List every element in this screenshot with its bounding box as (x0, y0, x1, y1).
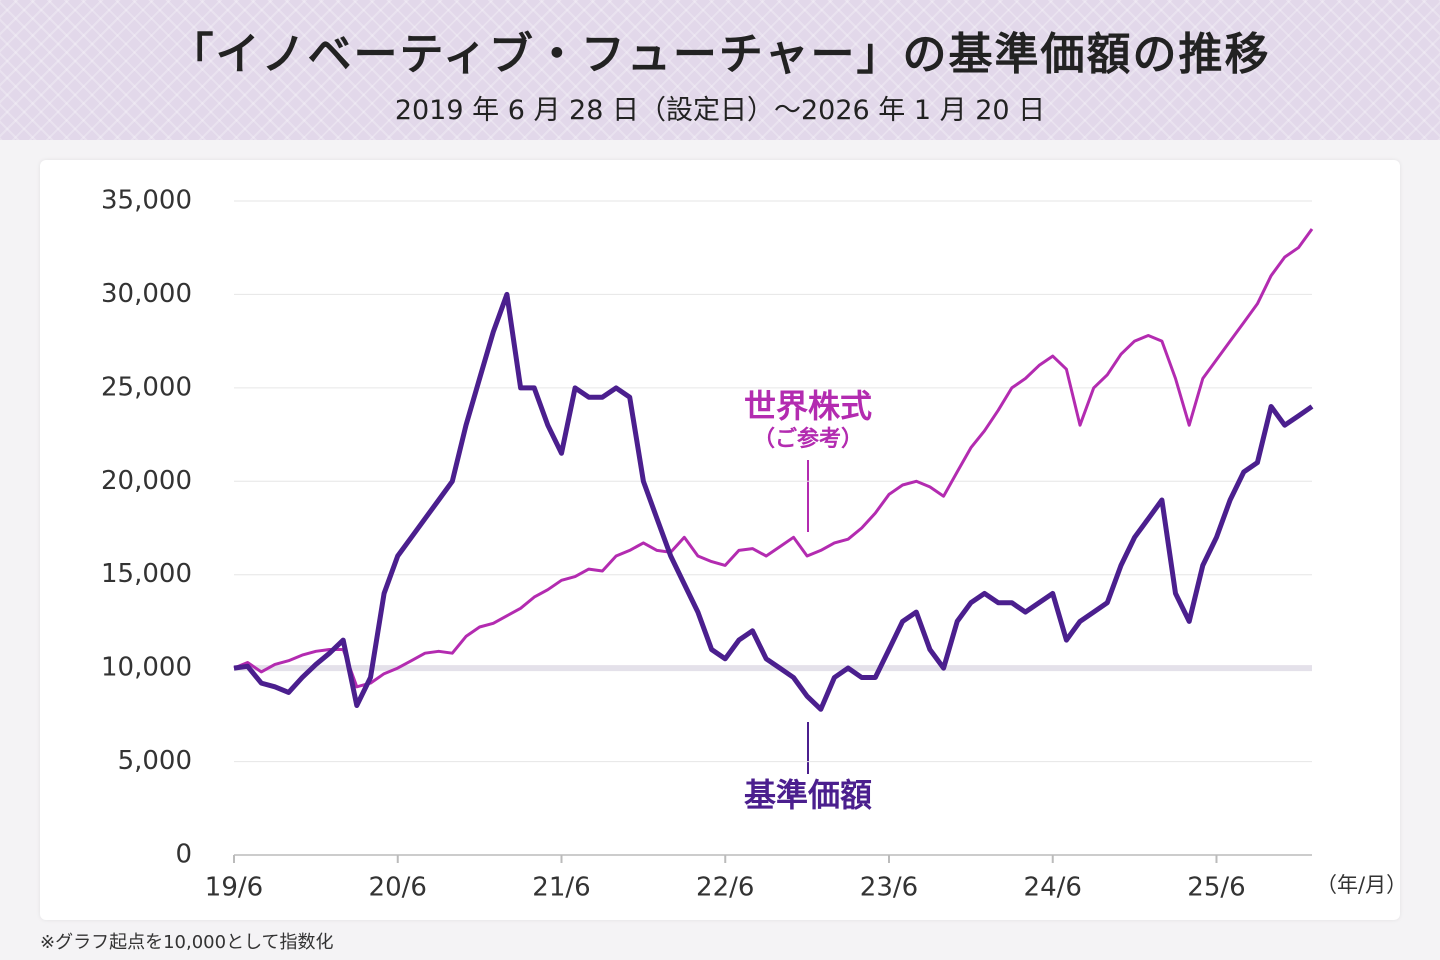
x-tick-label: 22/6 (696, 873, 754, 903)
chart-title: 「イノベーティブ・フューチャー」の基準価額の推移 (169, 29, 1271, 80)
series-line (233, 228, 1314, 689)
series-label: 基準価額 (744, 776, 872, 814)
y-tick-label: 0 (175, 840, 192, 870)
series-line (233, 291, 1314, 712)
x-tick-label: 24/6 (1024, 873, 1082, 903)
y-tick-label: 20,000 (101, 466, 192, 496)
header-band: 「イノベーティブ・フューチャー」の基準価額の推移 2019 年 6 月 28 日… (0, 0, 1440, 140)
x-axis-label: （年/月） (1316, 873, 1407, 897)
y-tick-label: 15,000 (101, 559, 192, 589)
y-tick-label: 5,000 (118, 746, 192, 776)
chart-card (40, 160, 1400, 920)
x-tick-label: 21/6 (532, 873, 590, 903)
footnote: ※グラフ起点を10,000として指数化 (40, 932, 334, 953)
x-tick-label: 25/6 (1187, 873, 1245, 903)
annotation: （ご参考） (753, 426, 863, 452)
x-tick-label: 23/6 (860, 873, 918, 903)
x-tick-label: 19/6 (205, 873, 263, 903)
series-label: 世界株式 (744, 387, 872, 425)
x-tick-label: 20/6 (369, 873, 427, 903)
y-tick-label: 25,000 (101, 372, 192, 402)
y-tick-label: 10,000 (101, 653, 192, 683)
y-tick-label: 35,000 (101, 186, 192, 216)
chart-subtitle: 2019 年 6 月 28 日（設定日）〜2026 年 1 月 20 日 (394, 95, 1046, 126)
y-tick-label: 30,000 (101, 279, 192, 309)
